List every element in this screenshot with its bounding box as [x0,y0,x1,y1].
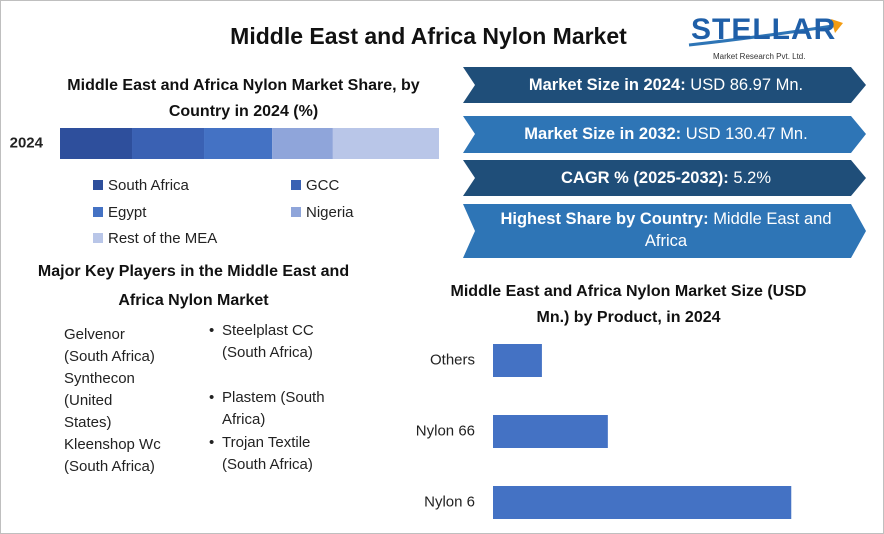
logo-swoosh [688,23,840,47]
stat: Market Size in 2024: USD 86.97 Mn. [481,74,851,96]
bar-segment [332,128,439,159]
bar-segment [60,128,133,159]
player: Gelvenor (South Africa) [64,326,155,365]
legend-label: South Africa [108,177,190,194]
page-title: Middle East and Africa Nylon Market [230,23,627,49]
y-tick-label: Nylon 66 [416,422,475,439]
stat-box [463,160,866,196]
bar-segment [272,128,333,159]
stat: Highest Share by Country: Middle East an… [481,208,851,252]
y-tick-label: 2024 [10,134,44,151]
chart-title: Middle East and Africa Nylon Market Shar… [67,77,420,120]
bar [493,344,542,377]
stat-value: Middle East and Africa [644,210,832,250]
legend-label: Rest of the MEA [108,230,217,247]
legend-swatch [291,207,301,217]
legend-swatch [93,233,103,243]
player: Kleenshop Wc (South Africa) [64,436,161,475]
stat: CAGR % (2025-2032): 5.2% [481,167,851,189]
y-tick-label: Nylon 6 [424,493,475,510]
legend-swatch [93,180,103,190]
logo: STELLAR [691,13,836,46]
legend-label: Nigeria [306,204,354,221]
logo-arrow [831,19,843,33]
bar [493,486,792,519]
legend-swatch [291,180,301,190]
bar-segment [204,128,273,159]
stat-label: Market Size in 2024: [528,76,686,94]
stat-value: USD 86.97 Mn. [690,76,804,94]
stat-box [463,204,866,258]
stat-box [463,116,866,153]
player: Steelplast CC (South Africa) [209,320,322,364]
player: Synthecon (United States) [64,370,135,431]
stat-value: 5.2% [733,169,771,187]
stat-box [463,67,866,103]
legend-label: GCC [306,177,340,194]
logo-tagline: Market Research Pvt. Ltd. [713,52,805,61]
stat-label: Market Size in 2032: [524,125,682,143]
player: Trojan Textile (South Africa) [209,432,322,476]
player-name: Plastem (South Africa) [222,389,325,428]
bar [493,415,608,448]
player-name: Steelplast CC (South Africa) [222,322,314,361]
y-tick-label: Others [430,351,475,368]
stat-label: CAGR % (2025-2032): [560,169,729,187]
player: Plastem (South Africa) [209,387,330,431]
legend-label: Egypt [108,204,147,221]
legend-swatch [93,207,103,217]
stat-value: USD 130.47 Mn. [685,125,808,143]
bar-segment [132,128,205,159]
players-title: Major Key Players in the Middle East and… [37,263,350,309]
stat-label: Highest Share by Country: [500,210,709,228]
stat: Market Size in 2032: USD 130.47 Mn. [481,123,851,145]
chart-title: Middle East and Africa Nylon Market Size… [450,283,807,326]
player-name: Trojan Textile (South Africa) [222,434,313,473]
